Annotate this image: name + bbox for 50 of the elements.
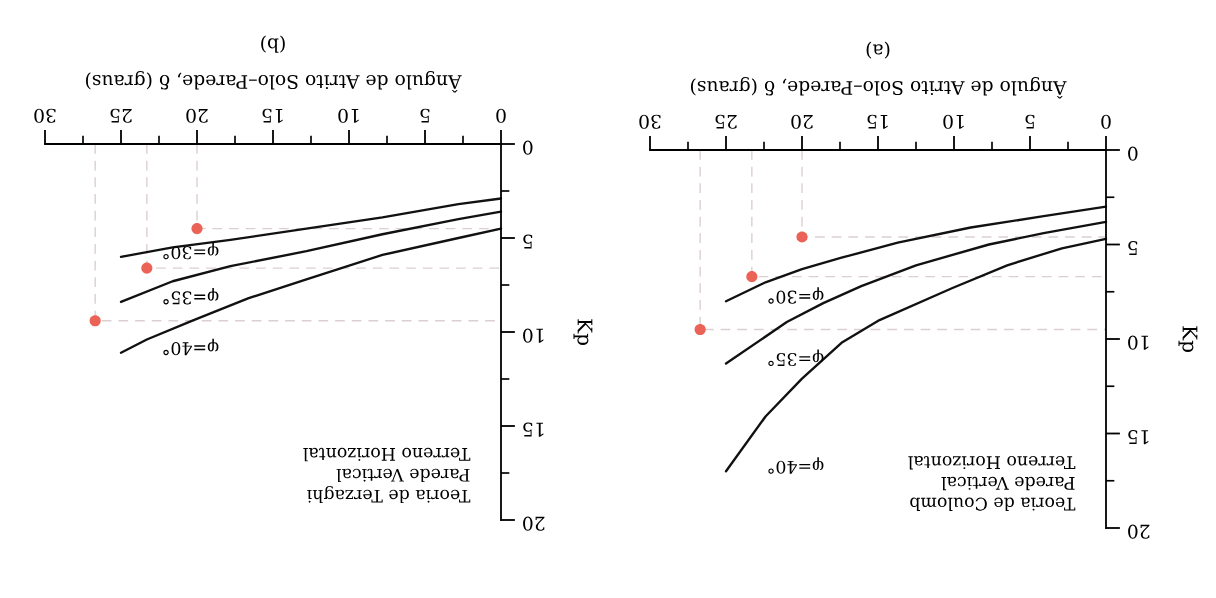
x-tick-label: 25	[715, 114, 737, 129]
y-tick-label: 20	[523, 516, 545, 531]
y-tick-label: 20	[1128, 524, 1150, 539]
y-tick-label: 15	[1128, 430, 1149, 445]
line-series	[119, 197, 503, 258]
line-series	[724, 237, 1108, 473]
y-tick-label: 5	[523, 234, 533, 249]
y-axis-title: Kp	[1178, 326, 1198, 352]
series-label: φ=35°	[163, 287, 219, 305]
y-tick-label: 15	[523, 422, 544, 437]
x-tick-label: 10	[943, 114, 964, 129]
y-tick-label: 0	[1128, 146, 1138, 161]
x-tick-label: 0	[1101, 114, 1111, 129]
x-tick-label: 10	[338, 108, 359, 123]
x-tick-label: 20	[186, 108, 208, 123]
y-tick-label: 10	[523, 328, 544, 343]
point	[694, 323, 706, 336]
x-tick-label: 0	[496, 108, 506, 123]
y-tick-label: 5	[1128, 241, 1138, 255]
y-tick-label: 0	[523, 140, 533, 155]
series-label: φ=35°	[768, 349, 824, 367]
x-tick-label: 30	[639, 114, 661, 129]
x-tick-label: 20	[791, 114, 813, 129]
point	[191, 223, 203, 235]
y-axis-title: Kp	[573, 319, 593, 345]
x-tick-label: 15	[262, 108, 283, 123]
x-tick-label: 5	[1025, 114, 1035, 129]
point	[746, 271, 758, 283]
series-label: φ=40°	[163, 338, 219, 356]
x-axis-title: Ângulo de Atrito Solo–Parede, δ (graus)	[85, 71, 462, 93]
annotation: Teoria de Coulomb Parede Vertical Terreno Horizontal	[908, 456, 1076, 511]
series-label: φ=30°	[163, 242, 219, 260]
x-tick-label: 5	[420, 108, 430, 123]
x-axis-title: Ângulo de Atrito Solo–Parede, δ (graus)	[690, 77, 1067, 99]
series-label: φ=40°	[768, 457, 824, 474]
series-label: φ=30°	[768, 287, 824, 304]
line-series	[119, 210, 503, 304]
x-tick-label: 30	[34, 108, 56, 123]
annotation: Teoria de Terzaghi Parede Vertical Terreno Horizontal	[303, 447, 471, 504]
line-series	[119, 227, 503, 354]
point	[141, 262, 153, 274]
point	[89, 315, 101, 327]
y-tick-label: 10	[1128, 335, 1149, 350]
x-tick-label: 15	[867, 114, 888, 129]
line-series	[724, 205, 1108, 303]
line-series	[724, 220, 1108, 365]
chart-title: (b)	[261, 35, 285, 53]
chart-title: (a)	[866, 41, 890, 59]
point	[796, 231, 808, 243]
x-tick-label: 25	[110, 108, 132, 123]
